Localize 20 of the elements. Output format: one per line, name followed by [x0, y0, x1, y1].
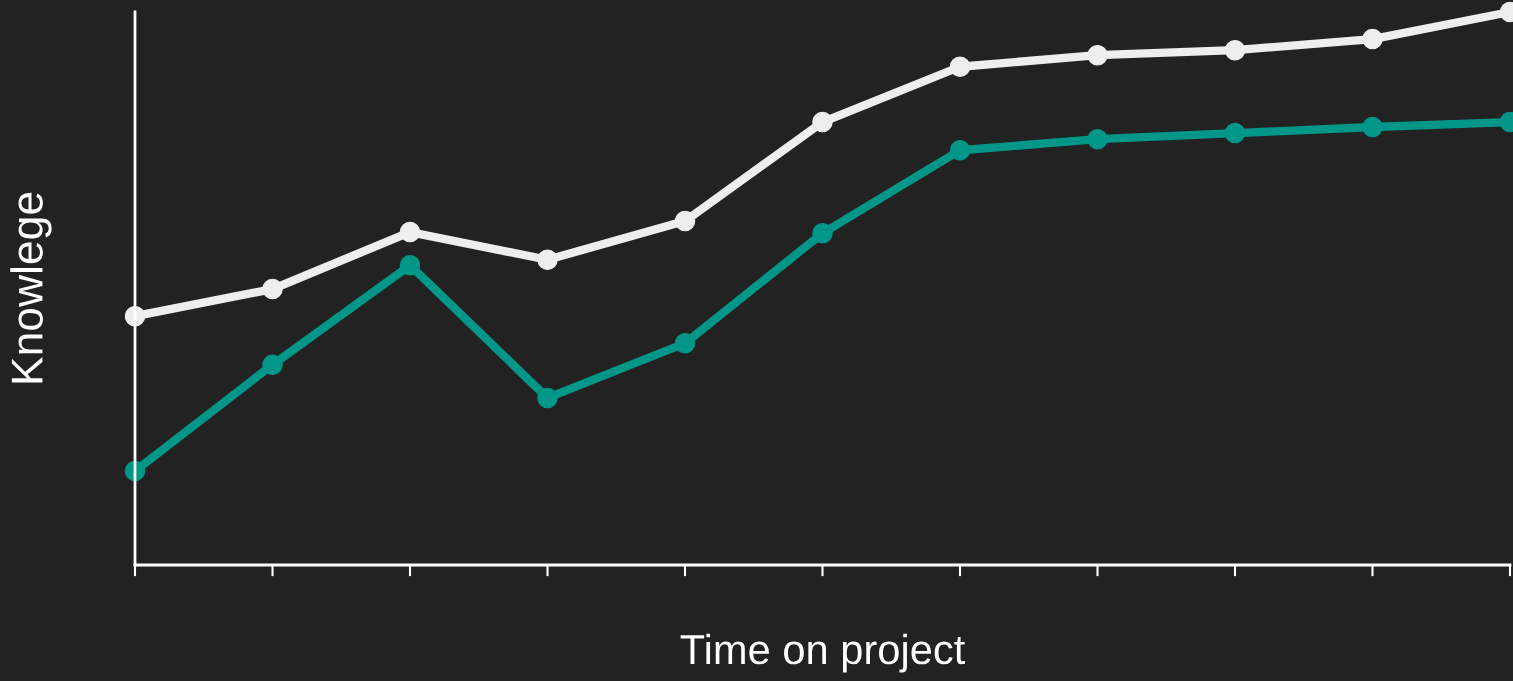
point	[1362, 116, 1383, 138]
point	[674, 333, 696, 354]
point	[1087, 128, 1108, 150]
y-axis-title: Knowlege	[10, 192, 52, 383]
point	[1224, 39, 1246, 61]
point	[812, 111, 833, 133]
point	[1224, 122, 1246, 144]
point	[949, 140, 971, 161]
point	[674, 210, 696, 232]
point	[1087, 44, 1108, 66]
point	[537, 249, 558, 270]
x-axis-title: Time on project	[680, 633, 965, 673]
point	[537, 387, 558, 409]
point	[399, 255, 421, 276]
point	[1362, 28, 1383, 50]
point	[262, 354, 283, 376]
point	[399, 221, 421, 243]
point	[949, 56, 971, 77]
point	[812, 222, 833, 244]
point	[262, 278, 283, 300]
